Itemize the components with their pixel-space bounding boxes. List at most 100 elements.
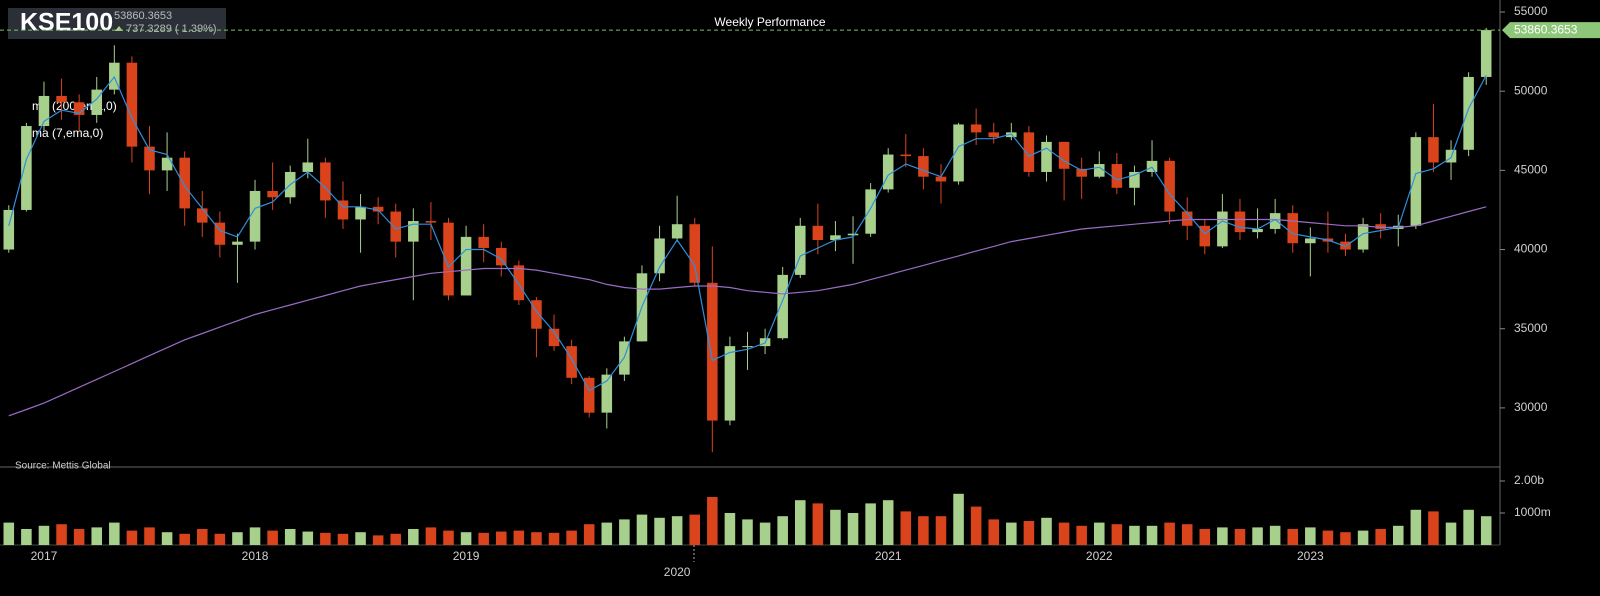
x-tick-label: 2019	[453, 549, 480, 563]
candle-body	[988, 132, 1000, 138]
volume-bar	[1146, 525, 1158, 545]
candle-body	[812, 225, 824, 241]
candle-body	[953, 124, 964, 182]
x-tick-label: 2021	[875, 549, 902, 563]
candle-body	[847, 233, 859, 236]
candle-body	[1375, 224, 1386, 229]
volume-bar	[531, 532, 542, 545]
source: Source: Mettis Global	[15, 461, 111, 472]
volume-bar	[812, 503, 824, 545]
volume-bar	[724, 512, 736, 545]
candle-body	[707, 282, 718, 421]
candle-body	[1234, 211, 1246, 233]
candle-body	[513, 265, 525, 301]
x-tick-label: 2022	[1086, 549, 1113, 563]
candle-body	[372, 206, 384, 212]
candle-body	[126, 62, 138, 147]
candle-body	[1340, 241, 1351, 250]
volume-bar	[372, 535, 384, 545]
volume-bar	[1164, 522, 1175, 545]
volume-bar	[267, 530, 278, 545]
candle-body	[654, 238, 665, 274]
volume-bar	[601, 522, 613, 545]
candle-body	[548, 328, 560, 347]
volume-bar	[443, 530, 454, 545]
candle-body	[1129, 171, 1140, 188]
volume-bar	[1445, 522, 1457, 545]
candle-body	[1146, 160, 1158, 172]
candle-body	[882, 154, 894, 190]
y-tick-label: 2.00b	[1514, 473, 1544, 487]
candle-body	[478, 236, 489, 248]
y-tick-label: 35000	[1514, 321, 1548, 335]
candle-body	[232, 241, 243, 245]
volume-bar	[1181, 524, 1193, 545]
candle-body	[742, 346, 753, 348]
volume-bar	[1217, 527, 1228, 545]
y-tick-label: 30000	[1514, 400, 1548, 414]
volume-bar	[161, 532, 173, 545]
volume-bar	[777, 516, 788, 545]
candle-body	[249, 190, 261, 242]
volume-bar	[109, 522, 120, 545]
volume-bar	[425, 527, 437, 545]
volume-bar	[1287, 528, 1299, 545]
volume-bar	[1269, 525, 1281, 545]
y-tick-label: 50000	[1514, 83, 1548, 97]
volume-bar	[1322, 530, 1334, 545]
candle-body	[460, 236, 472, 296]
candle-body	[1199, 225, 1211, 247]
volume-bar	[1023, 520, 1035, 545]
candle-body	[320, 162, 331, 201]
volume-bar	[1041, 517, 1052, 545]
candle-body	[671, 224, 683, 239]
candle-body	[267, 190, 278, 198]
volume-bar	[460, 532, 472, 545]
volume-bar	[144, 527, 155, 545]
candle-body	[1287, 213, 1299, 244]
candle-body	[1041, 141, 1052, 172]
volume-bar	[495, 531, 507, 545]
volume-bar	[548, 532, 560, 545]
volume-bar	[38, 525, 50, 545]
y-tick-label: 1000m	[1514, 505, 1551, 519]
volume-bar	[1340, 532, 1351, 545]
volume-bar	[337, 533, 349, 545]
candle-body	[1217, 211, 1228, 247]
volume-bar	[1463, 509, 1474, 545]
candle-body	[970, 124, 982, 133]
y-tick-label: 55000	[1514, 4, 1548, 18]
volume-bar	[566, 530, 577, 545]
volume-bar	[91, 527, 103, 545]
volume-bar	[671, 516, 683, 545]
candle-body	[390, 211, 402, 242]
price-badge-label: 53860.3653	[1514, 22, 1578, 36]
volume-bar	[179, 533, 190, 545]
candle-body	[1480, 30, 1492, 77]
volume-bar	[21, 528, 32, 545]
candle-body	[1111, 164, 1123, 188]
candle-body	[56, 95, 67, 103]
candle-body	[1463, 76, 1474, 150]
candle-body	[161, 157, 173, 171]
candle-body	[1252, 228, 1263, 233]
candle-body	[38, 95, 50, 127]
candle-body	[337, 200, 349, 220]
volume-bar	[654, 517, 665, 545]
volume-bar	[583, 524, 595, 545]
candle-body	[443, 222, 454, 296]
candle-body	[214, 222, 226, 245]
volume-bar	[284, 528, 296, 545]
volume-bar	[636, 514, 648, 545]
candle-body	[355, 206, 366, 220]
candle-body	[1357, 224, 1369, 250]
x-tick-label: 2018	[242, 549, 269, 563]
candle-body	[1023, 132, 1035, 172]
candle-body	[935, 176, 947, 182]
volume-bar	[707, 496, 718, 545]
volume-bar	[1093, 522, 1105, 545]
volume-bar	[1111, 524, 1123, 545]
candle-body	[1269, 213, 1281, 229]
volume-bar	[759, 522, 771, 545]
